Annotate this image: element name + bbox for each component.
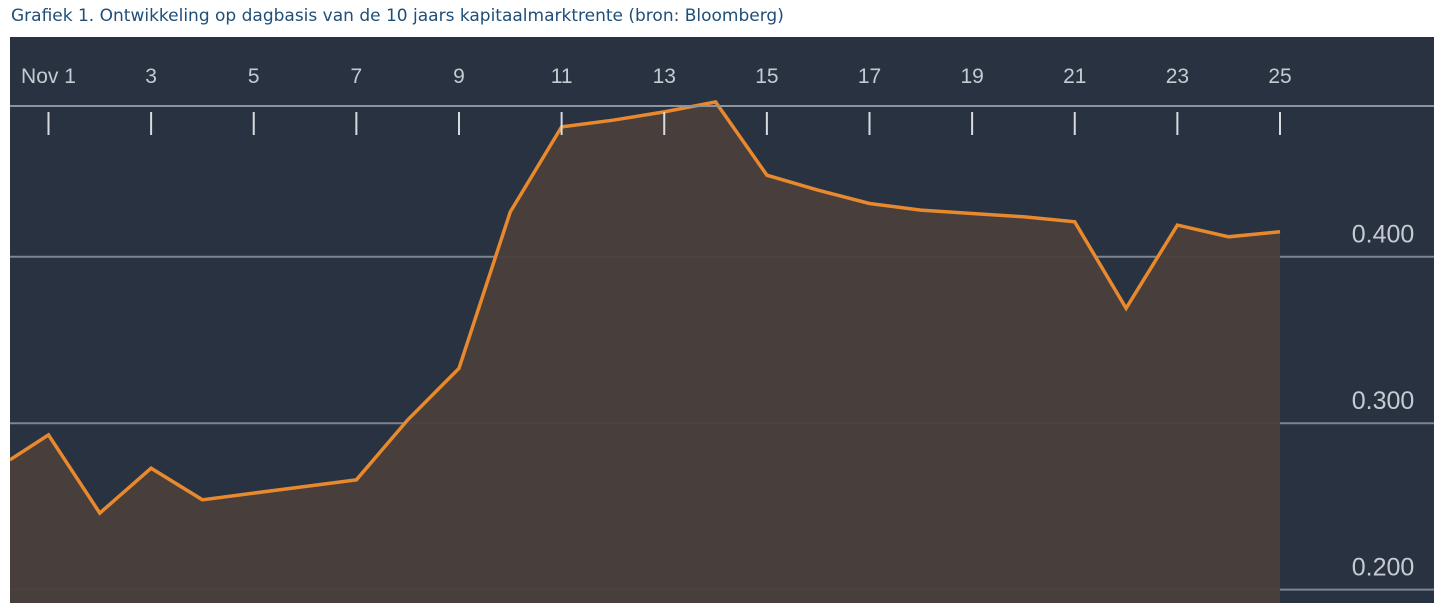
x-tick-label: Nov 1 <box>21 65 76 88</box>
area-fill <box>10 101 1280 604</box>
chart-caption: Grafiek 1. Ontwikkeling op dagbasis van … <box>11 6 784 26</box>
y-tick-label: 0.400 <box>1352 221 1415 249</box>
y-axis: 0.400 0.300 0.200 <box>1352 221 1415 582</box>
x-tick-label: 13 <box>653 65 676 88</box>
x-tick-label: 7 <box>351 65 363 88</box>
y-tick-label: 0.300 <box>1352 387 1415 415</box>
series-area <box>10 101 1280 604</box>
x-tick-label: 11 <box>551 65 573 88</box>
y-tick-label: 0.200 <box>1352 554 1415 582</box>
chart-area: Nov 1 3 5 7 9 11 13 15 17 19 21 23 25 0.400 0.300 0.20… <box>9 37 1434 604</box>
x-tick-label: 25 <box>1268 65 1291 88</box>
x-tick-label: 15 <box>755 65 778 88</box>
x-tick-label: 17 <box>858 65 881 88</box>
series-path <box>9 99 1281 516</box>
x-tick-label: 21 <box>1063 65 1086 88</box>
x-tick-label: 19 <box>960 65 983 88</box>
yield-chart: Nov 1 3 5 7 9 11 13 15 17 19 21 23 25 0.400 0.300 0.20… <box>9 65 1434 604</box>
x-axis: Nov 1 3 5 7 9 11 13 15 17 19 21 23 25 <box>10 65 1434 135</box>
x-tick-label: 3 <box>145 65 157 88</box>
x-tick-label: 9 <box>453 65 465 88</box>
x-tick-label: 5 <box>248 65 260 88</box>
x-tick-label: 23 <box>1166 65 1189 88</box>
